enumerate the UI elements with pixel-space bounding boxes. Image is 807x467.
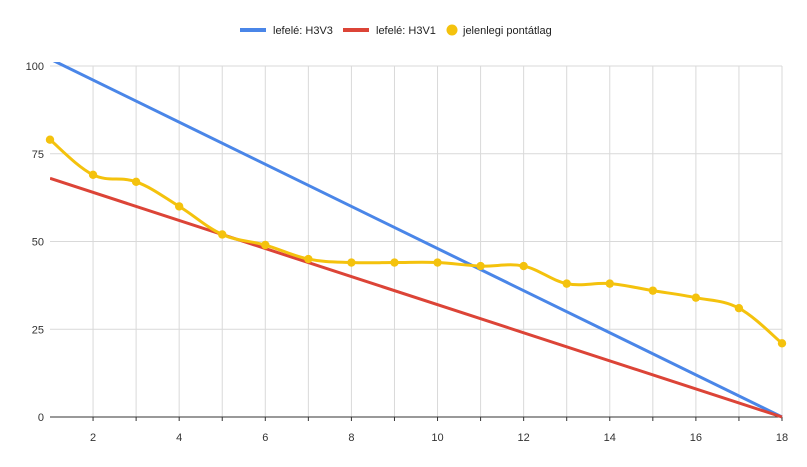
series-3-point-11 (476, 261, 485, 271)
legend-label: lefelé: H3V1 (376, 25, 436, 37)
legend-swatch-circle (446, 24, 458, 36)
y-tick-label: 100 (26, 61, 44, 73)
series-3-point-14 (605, 279, 614, 288)
x-tick-label: 10 (431, 432, 443, 444)
series-3-point-18 (777, 339, 787, 348)
y-tick-label: 0 (38, 412, 44, 424)
legend-item-2[interactable]: lefelé: H3V1 (343, 25, 436, 37)
series-3-point-3 (131, 177, 141, 187)
series-3-point-17 (734, 303, 744, 313)
legend-label: lefelé: H3V3 (273, 25, 333, 37)
series-layer (45, 62, 787, 419)
tick-labels: 2 4 6 8 10 12 14 16 18 0 25 50 75 100 (26, 61, 788, 444)
legend: lefelé: H3V3 lefelé: H3V1 jelenlegi pontát… (240, 24, 552, 38)
y-tick-label: 25 (32, 324, 44, 336)
x-tick-label: 14 (604, 432, 616, 444)
series-3-point-16 (691, 293, 701, 302)
series-3-point-5 (218, 230, 227, 239)
series-3-point-4 (174, 202, 184, 211)
series-3-point-12 (519, 261, 528, 271)
legend-item-3[interactable]: jelenlegi pontátlag (446, 24, 552, 38)
series-3-point-15 (648, 286, 658, 295)
series-3-point-1 (45, 135, 55, 144)
y-tick-label: 75 (32, 149, 44, 161)
series-2-line (50, 176, 783, 419)
x-tick-label: 16 (690, 432, 702, 444)
series-3-point-2 (88, 170, 98, 180)
series-3-point-7 (304, 254, 313, 264)
series-1-line (52, 62, 783, 419)
series-3-point-6 (261, 240, 270, 250)
x-tick-label: 2 (90, 432, 96, 444)
grid-lines (50, 65, 783, 417)
x-tick-label: 4 (176, 432, 182, 444)
legend-swatch-line (240, 28, 266, 32)
legend-label: jelenlegi pontátlag (462, 25, 552, 37)
x-tick-label: 6 (262, 432, 268, 444)
axes (50, 416, 783, 421)
series-3-point-9 (390, 258, 399, 267)
series-3-point-13 (562, 279, 571, 288)
x-tick-label: 8 (348, 432, 354, 444)
series-3-point-10 (433, 258, 442, 267)
x-tick-label: 12 (518, 432, 530, 444)
series-3-point-8 (347, 258, 356, 267)
legend-swatch-line (343, 28, 369, 32)
x-tick-label: 18 (776, 432, 788, 444)
y-tick-label: 50 (32, 237, 44, 249)
legend-item-1[interactable]: lefelé: H3V3 (240, 25, 333, 37)
